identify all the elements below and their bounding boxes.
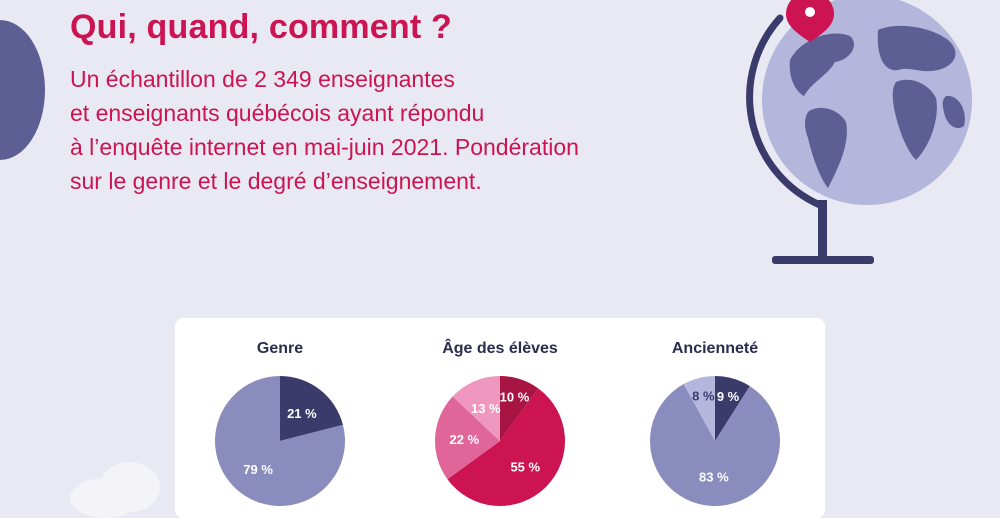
- intro-text: Un échantillon de 2 349 enseignantes et …: [70, 62, 710, 198]
- globe-illustration: [700, 0, 1000, 280]
- pie-slice: [280, 376, 343, 441]
- chart-genre: Genre 21 % 79 %: [180, 318, 380, 518]
- pie-slice: [500, 376, 539, 441]
- slice-label: 9 %: [717, 389, 740, 404]
- pie-slice: [650, 384, 780, 506]
- page-title: Qui, quand, comment ?: [70, 8, 452, 46]
- location-pin-icon: [786, 0, 834, 42]
- pie-chart: 10 % 55 % 22 % 13 %: [435, 376, 565, 506]
- charts-card: Genre 21 % 79 % Âge des élèves 10 % 55 % 22…: [175, 318, 825, 518]
- pie-slice: [447, 388, 565, 506]
- intro-line-2: et enseignants québécois ayant répondu: [70, 100, 485, 126]
- pie-chart: 21 % 79 %: [215, 376, 345, 506]
- chart-title: Âge des élèves: [442, 340, 558, 357]
- slice-label: 10 %: [500, 389, 530, 404]
- slice-label: 22 %: [450, 432, 480, 447]
- intro-line-3: à l’enquête internet en mai-juin 2021. P…: [70, 134, 579, 160]
- pie-slice: [715, 376, 750, 441]
- chart-age-eleves: Âge des élèves 10 % 55 % 22 % 13 %: [400, 318, 600, 518]
- pie-slice: [683, 376, 715, 441]
- chart-anciennete: Ancienneté 9 % 83 % 8 %: [615, 318, 815, 518]
- slice-label: 13 %: [471, 401, 501, 416]
- slice-label: 8 %: [692, 389, 715, 404]
- slice-label: 55 %: [510, 459, 540, 474]
- pie-slice: [435, 396, 500, 480]
- decorative-blob: [0, 20, 45, 160]
- pie-chart: 9 % 83 % 8 %: [650, 376, 780, 506]
- intro-line-4: sur le genre et le degré d’enseignement.: [70, 168, 482, 194]
- cloud-decoration: [100, 462, 160, 512]
- slice-label: 21 %: [287, 406, 317, 421]
- pie-slice: [215, 376, 345, 506]
- intro-line-1: Un échantillon de 2 349 enseignantes: [70, 66, 455, 92]
- pie-slice: [452, 376, 500, 441]
- slice-label: 79 %: [243, 462, 273, 477]
- slice-label: 83 %: [699, 470, 729, 485]
- chart-title: Genre: [256, 340, 304, 357]
- globe-with-pin-icon: [746, 0, 972, 264]
- chart-title: Ancienneté: [671, 340, 759, 357]
